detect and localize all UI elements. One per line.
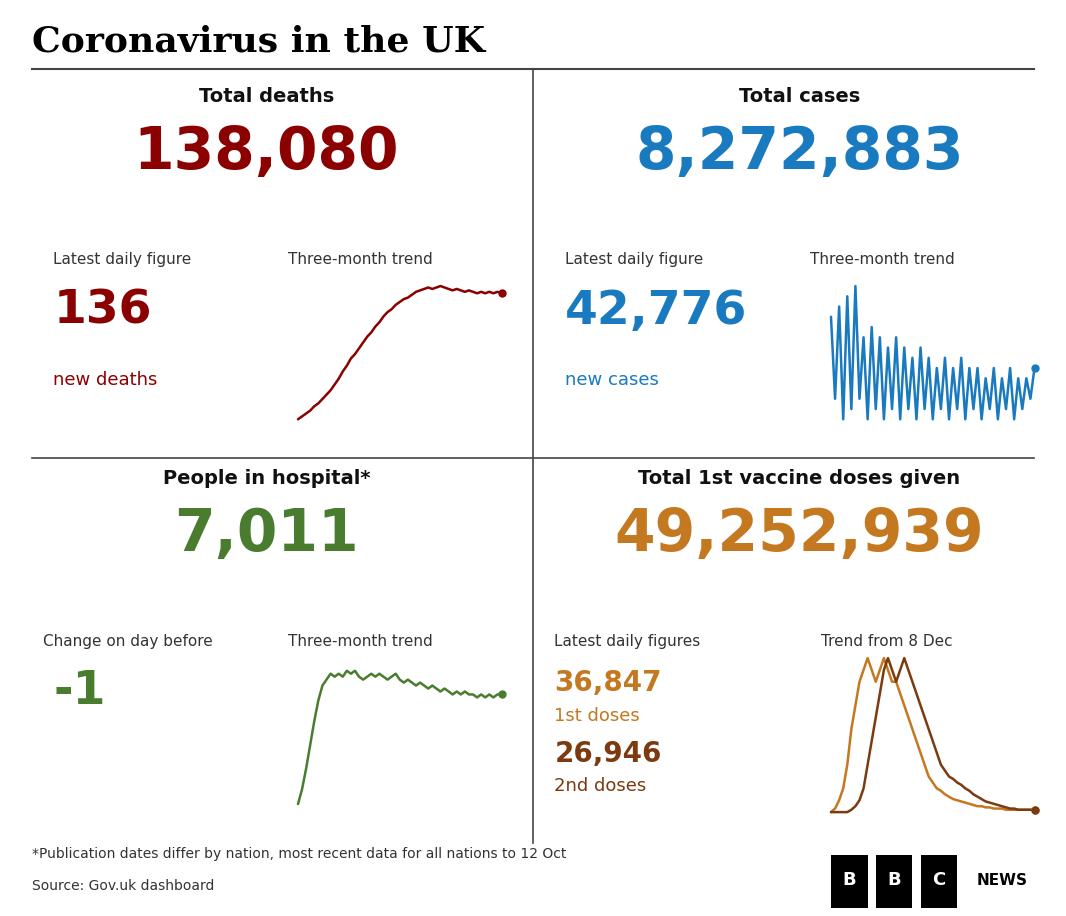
Text: NEWS: NEWS [976,873,1028,888]
Text: Three-month trend: Three-month trend [288,634,433,649]
Text: 49,252,939: 49,252,939 [615,506,984,562]
Text: 36,847: 36,847 [554,669,662,697]
Text: 138,080: 138,080 [133,124,400,180]
Text: Total 1st vaccine doses given: Total 1st vaccine doses given [639,469,960,488]
Text: new deaths: new deaths [53,371,158,389]
Text: -1: -1 [53,669,106,714]
Text: Total deaths: Total deaths [199,87,334,106]
Text: B: B [888,871,901,889]
Text: 2nd doses: 2nd doses [554,777,647,795]
Text: Latest daily figures: Latest daily figures [554,634,700,649]
Text: Three-month trend: Three-month trend [288,252,433,267]
Text: People in hospital*: People in hospital* [163,469,370,488]
Text: 26,946: 26,946 [554,740,662,769]
Text: new cases: new cases [565,371,659,389]
Text: 8,272,883: 8,272,883 [635,124,964,180]
Text: Trend from 8 Dec: Trend from 8 Dec [821,634,952,649]
Text: C: C [933,871,946,889]
Text: 42,776: 42,776 [565,289,747,333]
Text: Latest daily figure: Latest daily figure [565,252,704,267]
FancyBboxPatch shape [831,855,868,909]
Text: Coronavirus in the UK: Coronavirus in the UK [32,24,485,59]
FancyBboxPatch shape [876,855,912,909]
Text: Latest daily figure: Latest daily figure [53,252,192,267]
Text: B: B [843,871,856,889]
Text: Total cases: Total cases [739,87,860,106]
FancyBboxPatch shape [921,855,957,909]
Text: Change on day before: Change on day before [43,634,212,649]
Text: 136: 136 [53,289,151,333]
Text: 1st doses: 1st doses [554,707,640,725]
Text: 7,011: 7,011 [174,506,359,562]
Text: Source: Gov.uk dashboard: Source: Gov.uk dashboard [32,879,214,893]
Text: Three-month trend: Three-month trend [810,252,955,267]
Text: *Publication dates differ by nation, most recent data for all nations to 12 Oct: *Publication dates differ by nation, mos… [32,847,566,861]
